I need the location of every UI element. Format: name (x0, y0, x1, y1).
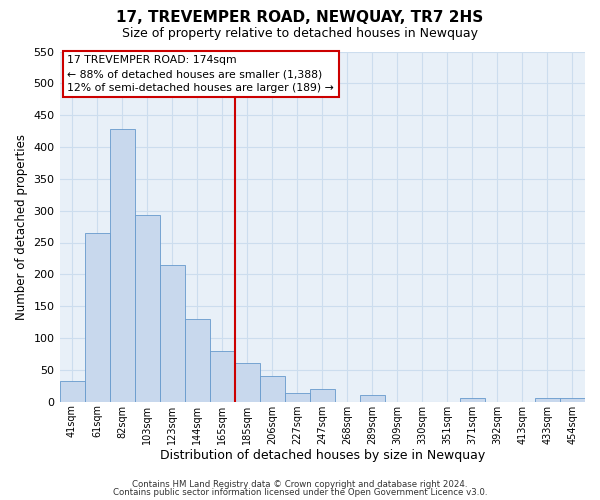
Bar (134, 215, 160, 402)
Bar (59, 382, 85, 402)
Bar (110, 129, 134, 402)
Bar (535, 398, 560, 402)
Text: 17, TREVEMPER ROAD, NEWQUAY, TR7 2HS: 17, TREVEMPER ROAD, NEWQUAY, TR7 2HS (116, 10, 484, 25)
Bar (235, 364, 260, 402)
Bar (460, 398, 485, 402)
Bar (209, 350, 235, 402)
Bar (160, 266, 185, 402)
Text: Contains HM Land Registry data © Crown copyright and database right 2024.: Contains HM Land Registry data © Crown c… (132, 480, 468, 489)
Bar (285, 393, 310, 402)
Y-axis label: Number of detached properties: Number of detached properties (15, 134, 28, 320)
Bar (185, 319, 209, 402)
X-axis label: Distribution of detached houses by size in Newquay: Distribution of detached houses by size … (160, 450, 485, 462)
Bar (310, 389, 335, 402)
Bar (560, 398, 585, 402)
Bar (360, 396, 385, 402)
Text: Contains public sector information licensed under the Open Government Licence v3: Contains public sector information licen… (113, 488, 487, 497)
Text: Size of property relative to detached houses in Newquay: Size of property relative to detached ho… (122, 28, 478, 40)
Bar (85, 233, 110, 402)
Bar (260, 376, 285, 402)
Text: 17 TREVEMPER ROAD: 174sqm
← 88% of detached houses are smaller (1,388)
12% of se: 17 TREVEMPER ROAD: 174sqm ← 88% of detac… (67, 55, 334, 93)
